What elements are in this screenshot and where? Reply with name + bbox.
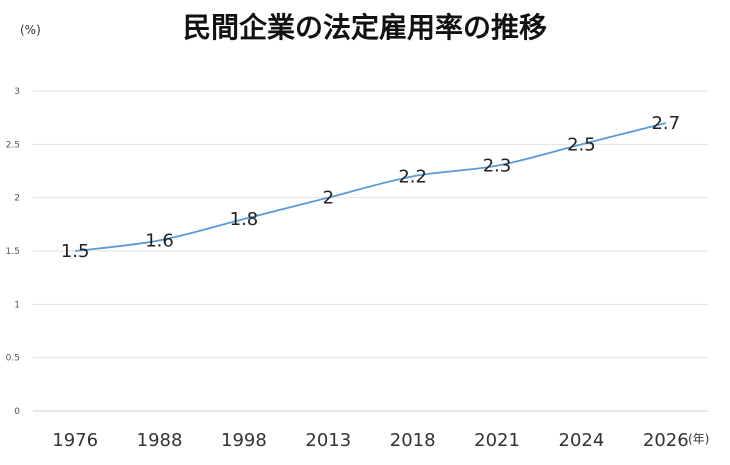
y-tick-label: 0 [14, 407, 20, 417]
x-tick-label: 1976 [52, 430, 98, 451]
x-tick-label: 1988 [137, 430, 183, 451]
y-tick-label: 3 [14, 87, 20, 97]
x-axis-unit-label: (年) [688, 432, 709, 446]
data-label: 1.6 [145, 230, 174, 251]
y-tick-label: 2.5 [6, 140, 20, 150]
data-labels: 1.5 1.6 1.8 2 2.2 2.3 2.5 2.7 [61, 113, 680, 262]
x-tick-label: 2024 [559, 430, 605, 451]
series-line [75, 122, 667, 252]
x-tick-label: 1998 [221, 430, 267, 451]
gridlines [33, 90, 708, 412]
x-tick-label: 2026 [643, 430, 689, 451]
x-tick-label: 2021 [474, 430, 520, 451]
y-tick-label: 0.5 [6, 354, 20, 364]
data-label: 2.2 [398, 166, 427, 187]
x-axis-ticks: 1976 1988 1998 2013 2018 2021 2024 2026 [52, 430, 688, 451]
x-tick-label: 2013 [305, 430, 351, 451]
data-label: 2.7 [651, 113, 680, 134]
data-label: 2 [323, 188, 334, 209]
chart-title: 民間企業の法定雇用率の推移 [183, 11, 547, 44]
y-tick-label: 1 [14, 300, 20, 310]
y-axis-ticks: 0 0.5 1 1.5 2 2.5 3 [6, 87, 21, 417]
data-label: 1.8 [230, 209, 259, 230]
data-label: 2.3 [483, 156, 512, 177]
data-label: 2.5 [567, 134, 596, 155]
y-tick-label: 2 [14, 194, 20, 204]
y-axis-unit-label: (%) [20, 23, 41, 37]
y-tick-label: 1.5 [6, 247, 20, 257]
data-label: 1.5 [61, 241, 90, 262]
x-tick-label: 2018 [390, 430, 436, 451]
